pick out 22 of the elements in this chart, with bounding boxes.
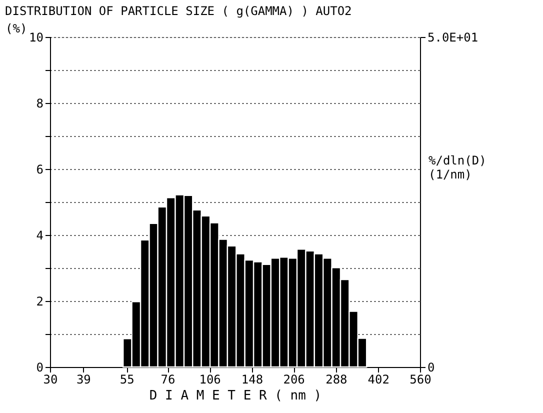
x-tick-label: 402	[368, 372, 390, 386]
y-tick-label: 2	[36, 294, 44, 308]
x-tick-label: 106	[199, 372, 221, 386]
x-axis-title: D I A M E T E R ( nm )	[149, 388, 322, 404]
y-tick-label: 4	[36, 228, 44, 242]
y2-tick-label: 5.0E+01	[428, 30, 478, 44]
y-axis-title: (%)	[6, 22, 28, 36]
y-tick-label: 8	[36, 96, 44, 110]
chart-title: DISTRIBUTION OF PARTICLE SIZE ( g(GAMMA) ) AUTO2	[5, 4, 352, 18]
x-tick-label: 55	[120, 372, 134, 386]
y-tick-label: 6	[36, 162, 44, 176]
x-tick-label: 148	[241, 372, 264, 386]
x-tick-label: 560	[410, 372, 432, 386]
x-tick-label: 76	[160, 372, 176, 386]
x-tick-label: 39	[76, 372, 91, 386]
x-tick-label: 206	[283, 372, 305, 386]
y-tick-label: 10	[29, 30, 44, 44]
y-tick-label: 0	[36, 360, 44, 374]
y2-axis-title: %/dln(D) (1/nm)	[428, 154, 486, 182]
x-tick-label: 30	[43, 372, 58, 386]
x-tick-label: 288	[326, 372, 348, 386]
y2-tick-label: 0	[428, 360, 435, 374]
